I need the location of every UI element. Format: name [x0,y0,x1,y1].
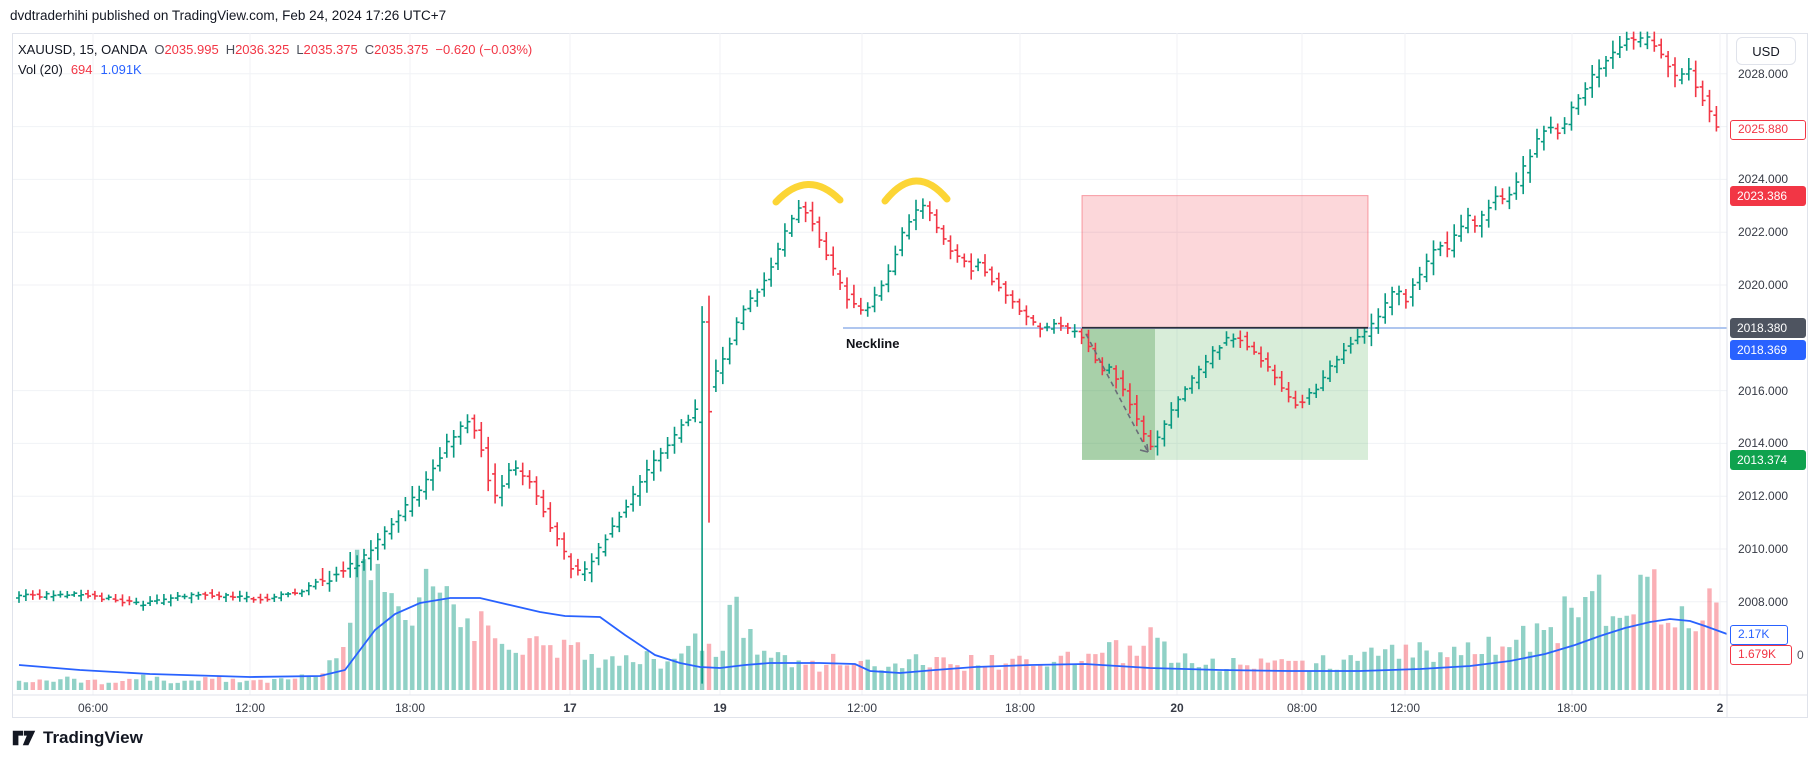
tradingview-brand-text: TradingView [43,728,143,747]
time-tick-label: 20 [1170,701,1184,715]
low-label: L [296,42,304,57]
high-value: 2036.325 [235,42,290,57]
time-tick-label: 12:00 [234,701,266,715]
chart-legend: XAUUSD, 15, OANDA O2035.995 H2036.325 L2035… [18,40,532,80]
close-label: C [364,42,375,57]
tradingview-attribution[interactable]: TradingView [12,727,143,749]
chart-widget [12,33,1808,718]
price-bars-up [16,31,1692,684]
time-tick-label: 12:00 [846,701,878,715]
volume-ma-value: 1.091K [100,62,142,77]
scale-separators [13,33,1808,718]
price-tick-label: 2016.000 [1738,383,1789,398]
low-value: 2035.375 [303,42,358,57]
price-tick-label: 2020.000 [1738,278,1789,292]
neckline-level-badge: 2018.380 [1730,317,1806,338]
price-tick-label: 2008.000 [1738,594,1789,609]
time-tick-label: 17 [563,701,577,715]
reward-zone-dark-rect[interactable] [1082,327,1155,460]
stop-level-badge: 2023.386 [1730,185,1806,206]
close-value: 2035.375 [374,42,429,57]
time-tick-label: 2 [1716,701,1724,715]
price-tick-label: 2024.000 [1738,172,1789,187]
risk-zone-rect[interactable] [1081,195,1369,329]
open-label: O [154,42,165,57]
double-top-arc-2[interactable] [881,177,951,205]
price-tick-label: 2012.000 [1738,489,1789,504]
currency-toggle-button[interactable]: USD [1736,37,1796,65]
time-tick-label: 18:00 [394,701,426,715]
breakdown-dashed-arrow[interactable] [1085,333,1149,453]
target-level-badge: 2013.374 [1730,449,1806,470]
last-price-badge: 2025.880 [1730,119,1806,140]
change-value: −0.620 (−0.03%) [435,42,533,57]
double-top-arc-1[interactable] [772,181,844,206]
volume-indicator-label[interactable]: Vol (20) [18,62,63,77]
tradingview-logo-icon [12,730,36,746]
volume-bars-up [16,549,1691,690]
volume-value-badge: 1.679K [1730,645,1792,665]
price-tick-label: 2014.000 [1738,436,1789,451]
time-tick-label: 12:00 [1389,701,1421,715]
open-value: 2035.995 [164,42,219,57]
grid-lines [13,33,1727,695]
volume-ma-badge: 2.17K [1730,625,1788,645]
high-label: H [225,42,236,57]
time-tick-label: 06:00 [77,701,109,715]
symbol-title[interactable]: XAUUSD, 15, OANDA [18,42,148,57]
time-tick-label: 18:00 [1004,701,1036,715]
alert-line-badge: 2018.369 [1730,340,1806,360]
published-byline: dvdtraderhihi published on TradingView.c… [10,8,447,23]
volume-ma-line [18,597,1728,678]
volume-current-value: 694 [70,62,93,77]
price-bars-down [29,31,1720,607]
time-tick-label: 18:00 [1556,701,1588,715]
breakdown-arrowhead [1139,443,1149,453]
volume-zero-label: 0 [1797,648,1804,662]
legend-row-volume: Vol (20) 694 1.091K [18,60,532,80]
price-tick-label: 2028.000 [1738,66,1789,81]
time-tick-label: 08:00 [1286,701,1318,715]
price-tick-label: 2022.000 [1738,225,1789,240]
price-tick-label: 2010.000 [1738,542,1789,556]
legend-row-symbol: XAUUSD, 15, OANDA O2035.995 H2036.325 L2035… [18,40,532,60]
time-tick-label: 19 [713,701,727,715]
neckline-annotation-label[interactable]: Neckline [846,336,900,351]
